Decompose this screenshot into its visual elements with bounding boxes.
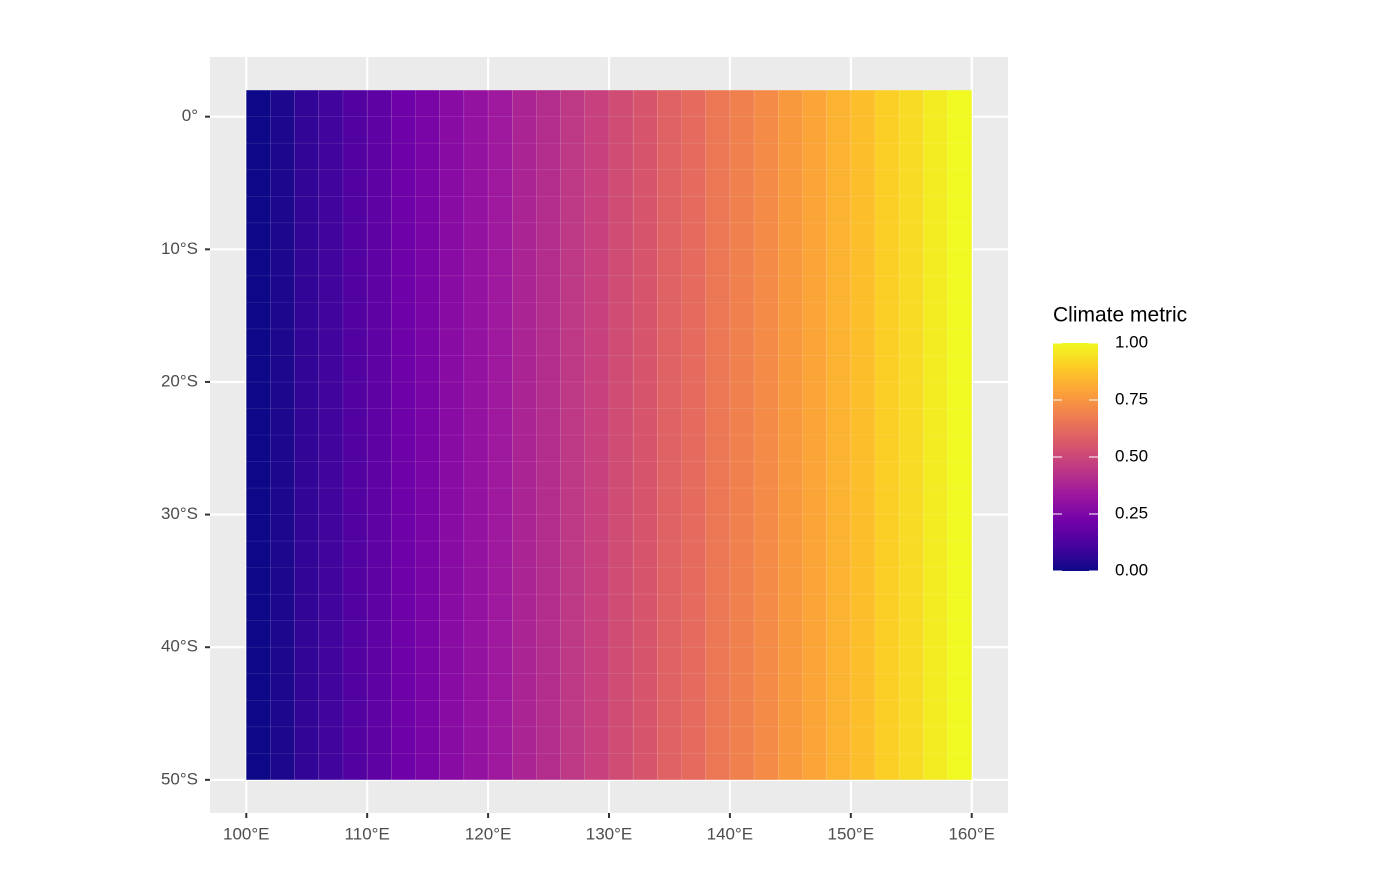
colorbar-label: 0.75 [1115,389,1148,408]
cell-column [294,89,320,781]
cell-column [487,89,513,781]
x-tick-label: 160°E [948,824,995,843]
y-tick-label: 40°S [161,637,198,656]
x-tick-label: 150°E [828,824,875,843]
cell-column [463,89,489,781]
cell-column [560,89,586,781]
colorbar-label: 0.00 [1115,560,1148,579]
cell-column [415,89,441,781]
x-tick-label: 140°E [707,824,754,843]
cell-column [777,89,803,781]
y-tick-label: 0° [182,106,198,125]
cell-column [391,89,416,781]
cell-column [511,89,537,781]
cell-column [632,89,658,781]
legend-title: Climate metric [1053,304,1187,327]
x-tick-label: 120°E [465,824,512,843]
cell-column [342,89,368,781]
x-tick-label: 100°E [223,824,270,843]
cell-column [608,89,634,781]
cell-column [923,89,948,781]
cell-column [439,89,465,781]
cell-column [270,89,295,781]
cell-column [657,89,682,781]
cell-column [584,89,610,781]
x-tick-label: 130°E [586,824,633,843]
cell-column [366,89,392,781]
colorbar-label: 1.00 [1115,332,1148,351]
y-tick-label: 30°S [161,504,198,523]
cell-column [826,89,852,781]
x-tick-label: 110°E [345,824,390,843]
cell-column [536,89,561,781]
cell-column [318,89,344,781]
cell-column [947,89,973,781]
cell-column [245,89,271,781]
y-tick-label: 50°S [161,769,198,788]
cell-column [874,89,900,781]
y-tick-label: 10°S [161,239,198,258]
cell-column [705,89,731,781]
colorbar-label: 0.50 [1115,446,1148,465]
y-tick-label: 20°S [161,371,198,390]
colorbar-label: 0.25 [1115,503,1148,522]
cell-column [802,89,827,781]
cell-column [681,89,707,781]
